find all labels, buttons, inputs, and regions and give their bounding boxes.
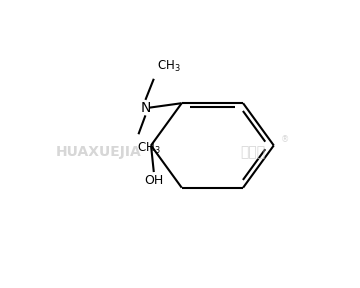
Text: OH: OH <box>144 174 163 187</box>
Text: N: N <box>140 101 150 115</box>
Text: CH$_3$: CH$_3$ <box>157 59 180 74</box>
Text: CH$_3$: CH$_3$ <box>137 141 161 156</box>
Text: HUAXUEJIA: HUAXUEJIA <box>56 145 142 159</box>
Text: 化学加: 化学加 <box>240 145 265 159</box>
Text: ®: ® <box>281 135 289 144</box>
